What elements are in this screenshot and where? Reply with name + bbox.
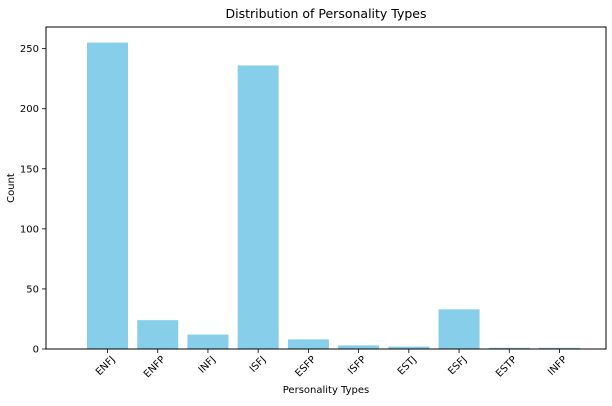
- bar-esfp: [287, 339, 329, 349]
- bar-estj: [388, 346, 430, 349]
- chart-title: Distribution of Personality Types: [225, 6, 426, 21]
- x-tick-label: ESFJ: [446, 354, 469, 377]
- x-tick-label: ENFP: [142, 354, 168, 380]
- bar-estp: [488, 347, 530, 349]
- y-tick-label: 150: [20, 164, 39, 175]
- bar-enfj: [87, 42, 128, 349]
- y-axis: 0 50 100 150 200 250: [20, 44, 46, 356]
- y-tick-label: 200: [20, 104, 39, 115]
- plot-frame: [45, 26, 607, 350]
- y-tick-label: 0: [33, 345, 39, 356]
- x-axis-label: Personality Types: [283, 385, 369, 396]
- y-tick-label: 50: [26, 284, 39, 295]
- bar-isfj: [237, 65, 279, 350]
- bar-isfp: [338, 345, 380, 349]
- x-tick-label: ESFP: [293, 354, 318, 379]
- x-tick-label: ISFJ: [248, 354, 269, 375]
- bar-infp: [539, 347, 580, 349]
- x-tick-label: INFP: [546, 354, 569, 377]
- bars-layer: [87, 42, 580, 350]
- x-tick-label: INFJ: [197, 354, 218, 375]
- bar-esfj: [438, 309, 480, 349]
- x-tick-label: ESTP: [494, 354, 519, 379]
- y-tick-label: 100: [20, 224, 39, 235]
- x-tick-label: ESTJ: [396, 354, 419, 377]
- x-tick-label: ISFP: [346, 354, 369, 377]
- x-tick-label: ENFJ: [94, 354, 118, 378]
- bar-enfp: [137, 320, 179, 349]
- y-tick-label: 250: [20, 44, 39, 55]
- x-axis: ENFJ ENFP INFJ ISFJ ESFP ISFP ESTJ ESFJ ESTP INFP: [94, 349, 570, 380]
- y-axis-label: Count: [6, 173, 17, 203]
- bar-infj: [187, 334, 229, 349]
